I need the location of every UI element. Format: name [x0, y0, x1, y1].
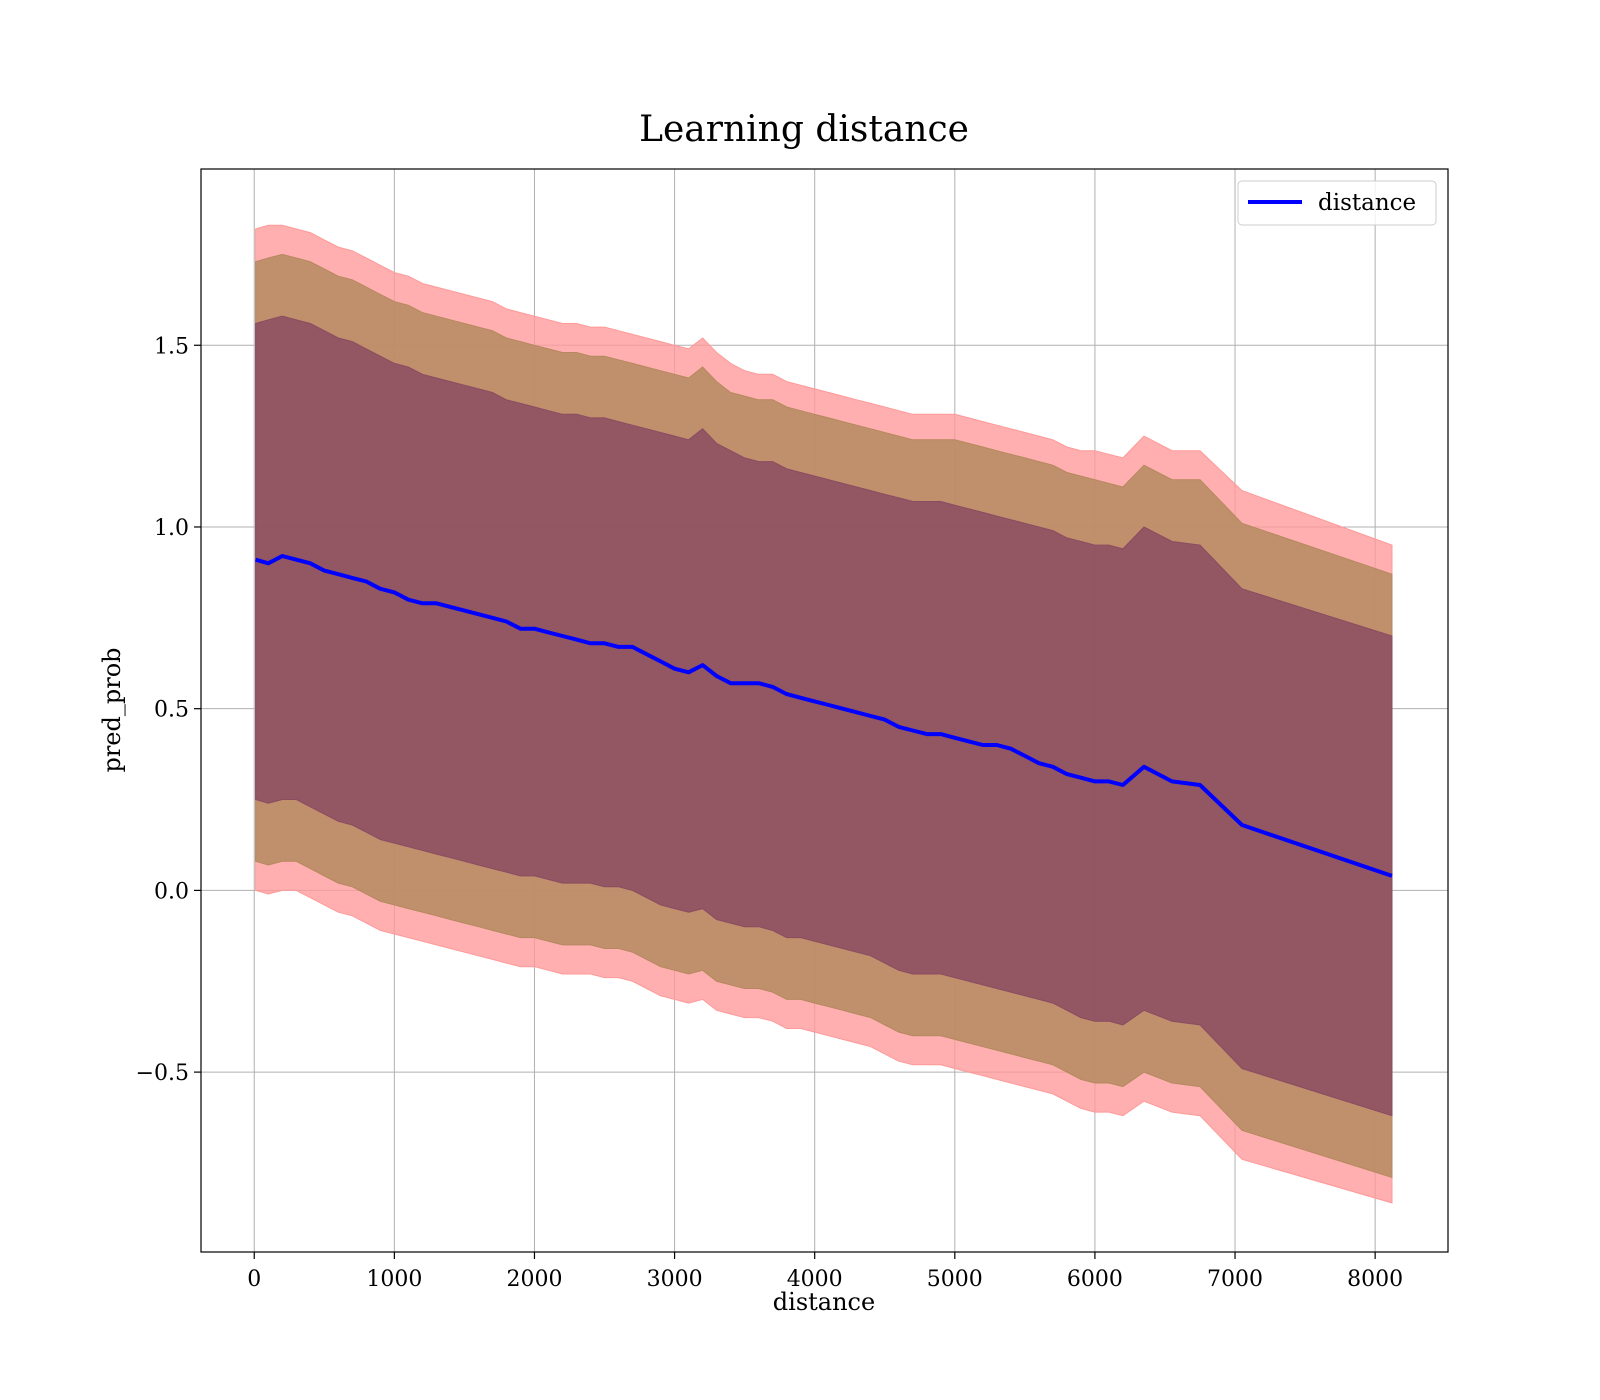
x-tick-label-4: 4000	[787, 1267, 843, 1292]
series-line-distance	[255, 554, 1393, 878]
confidence-bands	[255, 224, 1393, 1204]
chart-title: Learning distance	[639, 109, 969, 150]
x-tick-label-1: 1000	[366, 1267, 422, 1292]
plot-frame	[200, 168, 1449, 1253]
y-tick-label-0: −0.5	[136, 1061, 189, 1086]
legend: distance	[1237, 180, 1437, 226]
x-tick-label-0: 0	[247, 1267, 261, 1292]
legend-box	[1237, 180, 1437, 226]
x-axis-ticks: 0 1000 2000 3000 4000 5000 6000 7000 8000	[247, 1252, 1403, 1292]
x-tick-label-6: 6000	[1067, 1267, 1123, 1292]
y-tick-label-1: 0.0	[154, 879, 189, 904]
series-lines	[255, 554, 1393, 878]
x-tick-label-3: 3000	[647, 1267, 703, 1292]
x-tick-label-2: 2000	[506, 1267, 562, 1292]
y-axis-ticks: −0.5 0.0 0.5 1.0 1.5	[136, 334, 201, 1086]
y-axis-label: pred_prob	[98, 647, 126, 772]
x-axis-label: distance	[773, 1288, 875, 1316]
x-tick-label-5: 5000	[927, 1267, 983, 1292]
y-tick-label-3: 1.0	[154, 516, 189, 541]
x-tick-label-7: 7000	[1207, 1267, 1263, 1292]
x-tick-label-8: 8000	[1347, 1267, 1403, 1292]
legend-label-distance: distance	[1318, 190, 1416, 216]
band-2	[255, 315, 1393, 1117]
y-tick-label-4: 1.5	[154, 334, 189, 359]
y-tick-label-2: 0.5	[154, 698, 189, 723]
